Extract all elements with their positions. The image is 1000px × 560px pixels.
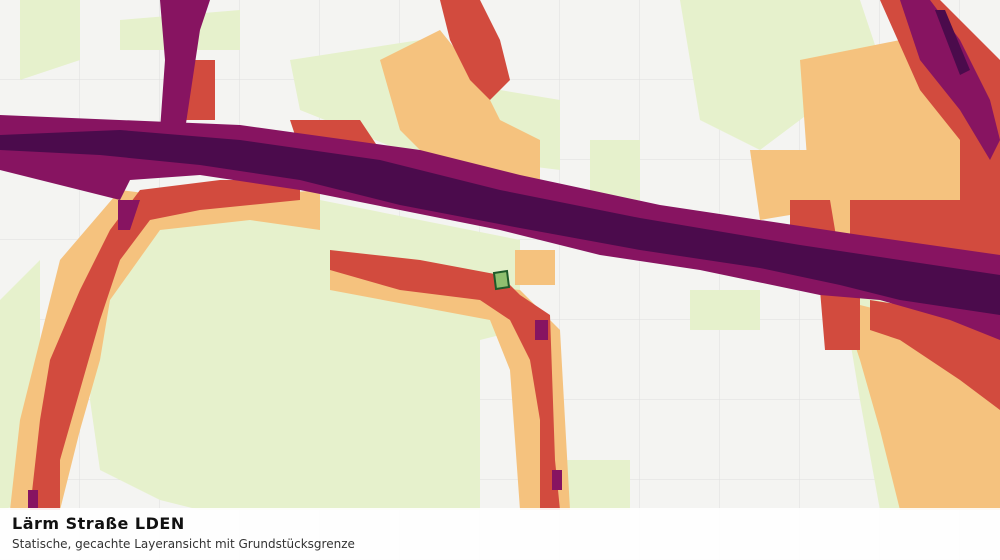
zone xyxy=(380,30,540,180)
zone xyxy=(330,270,570,510)
zone xyxy=(870,300,1000,410)
layer-subtitle: Statische, gecachte Layeransicht mit Gru… xyxy=(12,537,355,551)
zone xyxy=(30,180,300,510)
zone xyxy=(552,470,562,490)
zone xyxy=(10,190,320,510)
zone xyxy=(535,320,548,340)
zone xyxy=(590,140,640,200)
parcel-boundary[interactable] xyxy=(492,269,511,291)
zone xyxy=(820,290,860,350)
zone xyxy=(680,0,880,150)
info-panel: Lärm Straße LDEN Statische, gecachte Lay… xyxy=(0,508,1000,560)
zone xyxy=(160,0,210,130)
zone xyxy=(560,460,630,510)
zone xyxy=(935,10,970,75)
zone xyxy=(28,490,38,508)
layer-title: Lärm Straße LDEN xyxy=(12,514,185,533)
zone xyxy=(440,0,510,100)
zone xyxy=(330,250,560,510)
zone xyxy=(20,0,80,80)
zone xyxy=(90,200,520,510)
zone-dark-purple xyxy=(0,10,1000,315)
zone xyxy=(515,250,555,285)
zone xyxy=(900,0,1000,160)
zone xyxy=(0,130,1000,315)
zone xyxy=(690,290,760,330)
zone xyxy=(118,200,140,230)
